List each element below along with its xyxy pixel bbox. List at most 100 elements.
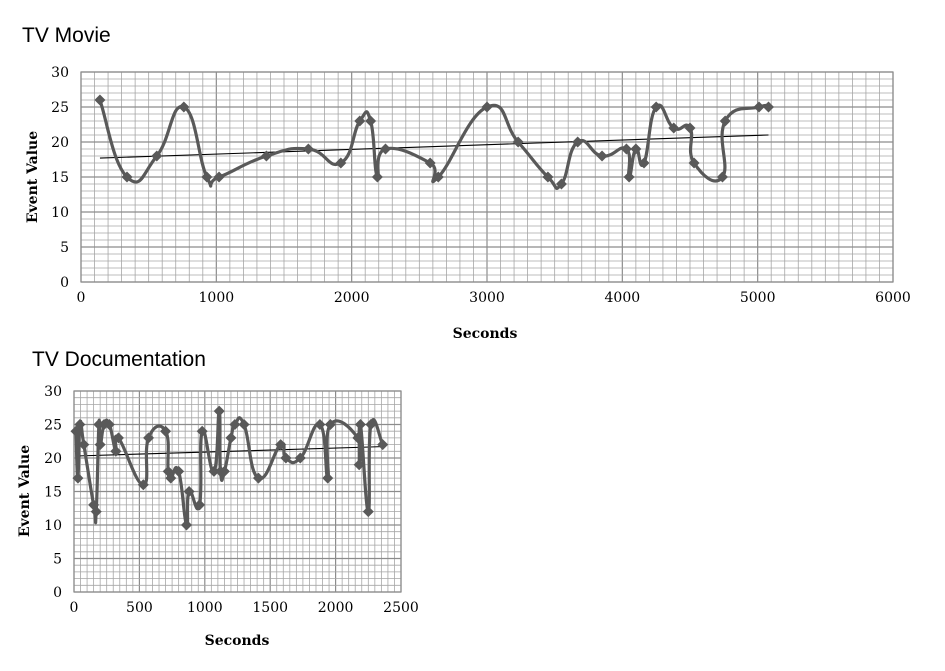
y-tick-label: 10 [44, 518, 62, 534]
data-point [180, 519, 192, 531]
x-tick-label: 3000 [469, 290, 505, 306]
data-point [377, 439, 389, 451]
x-tick-label: 1000 [199, 290, 235, 306]
x-tick-label: 5000 [740, 290, 776, 306]
y-axis-label: Event Value [25, 131, 41, 223]
data-point [353, 459, 365, 471]
data-point [716, 171, 728, 183]
y-tick-label: 25 [51, 100, 69, 116]
data-point [74, 419, 86, 430]
x-tick-label: 500 [126, 600, 153, 616]
data-point [178, 101, 190, 113]
data-point [151, 150, 163, 162]
data-point [762, 101, 774, 113]
data-point [596, 150, 608, 162]
data-point [213, 405, 225, 417]
data-point [753, 101, 765, 113]
y-tick-label: 30 [51, 65, 69, 81]
data-point [572, 136, 584, 148]
data-point [260, 150, 272, 162]
y-axis-label: Event Value [17, 445, 33, 537]
data-point [78, 439, 90, 451]
data-point [252, 472, 264, 484]
data-point [72, 472, 84, 484]
data-point [542, 171, 554, 183]
data-point [103, 419, 115, 430]
data-point [362, 506, 374, 518]
y-tick-label: 0 [53, 585, 62, 601]
y-tick-label: 20 [44, 451, 62, 467]
x-axis-label: Seconds [453, 326, 518, 342]
data-point [365, 419, 377, 430]
data-point [160, 425, 172, 437]
x-tick-label: 1500 [252, 600, 288, 616]
y-tick-label: 5 [60, 240, 69, 256]
series-markers [94, 94, 774, 190]
data-point [335, 157, 347, 169]
x-tick-label: 2500 [383, 600, 419, 616]
data-point [143, 432, 155, 444]
data-point [94, 94, 106, 106]
y-tick-label: 30 [44, 384, 62, 400]
data-point [90, 506, 102, 518]
data-point [165, 472, 177, 484]
data-point [354, 419, 366, 430]
data-point [668, 122, 680, 134]
data-point [512, 136, 524, 148]
x-tick-label: 4000 [605, 290, 641, 306]
y-tick-label: 15 [44, 485, 62, 501]
plot-area [80, 71, 894, 283]
data-point [324, 419, 336, 430]
x-tick-label: 6000 [875, 290, 911, 306]
data-point [684, 122, 696, 134]
data-point [110, 445, 122, 457]
data-point [352, 432, 364, 444]
data-point [314, 419, 326, 430]
data-point [112, 432, 124, 444]
data-point [620, 143, 632, 155]
series-markers [70, 405, 389, 531]
data-point [218, 465, 230, 477]
data-point [201, 171, 213, 183]
data-point [630, 143, 642, 155]
data-point [137, 479, 149, 491]
data-point [688, 157, 700, 169]
data-point [623, 171, 635, 183]
data-point [225, 432, 237, 444]
data-point [481, 101, 493, 113]
y-tick-label: 5 [53, 552, 62, 568]
data-point [94, 439, 106, 451]
data-point [275, 439, 287, 451]
data-point [183, 486, 195, 497]
y-tick-label: 0 [60, 275, 69, 291]
gridlines [80, 71, 894, 283]
data-point [719, 115, 731, 127]
data-point [380, 143, 391, 155]
series-line [98, 98, 771, 191]
chart-tv-movie: TV Movie Seconds Event Value 0 1000 2000 30… [22, 24, 911, 342]
x-axis-label: Seconds [205, 633, 270, 649]
data-point [208, 465, 220, 477]
x-tick-label: 0 [77, 290, 86, 306]
gridlines [73, 390, 402, 593]
data-point [121, 171, 133, 183]
chart-title: TV Documentation [32, 348, 206, 371]
data-point [213, 171, 225, 183]
data-point [365, 115, 377, 127]
data-point [302, 143, 314, 155]
trendline [99, 134, 769, 159]
data-point [280, 452, 292, 464]
data-point [354, 115, 366, 127]
chart-tv-documentation: TV Documentation Seconds Event Value 0 50… [17, 348, 419, 649]
data-point [650, 101, 662, 113]
data-point [638, 157, 650, 169]
series-line [74, 409, 385, 527]
x-tick-label: 2000 [318, 600, 354, 616]
data-point [173, 465, 185, 477]
data-point [432, 171, 444, 183]
x-tick-label: 2000 [334, 290, 370, 306]
y-tick-label: 15 [51, 170, 69, 186]
y-tick-label: 10 [51, 205, 69, 221]
data-point [424, 157, 436, 169]
